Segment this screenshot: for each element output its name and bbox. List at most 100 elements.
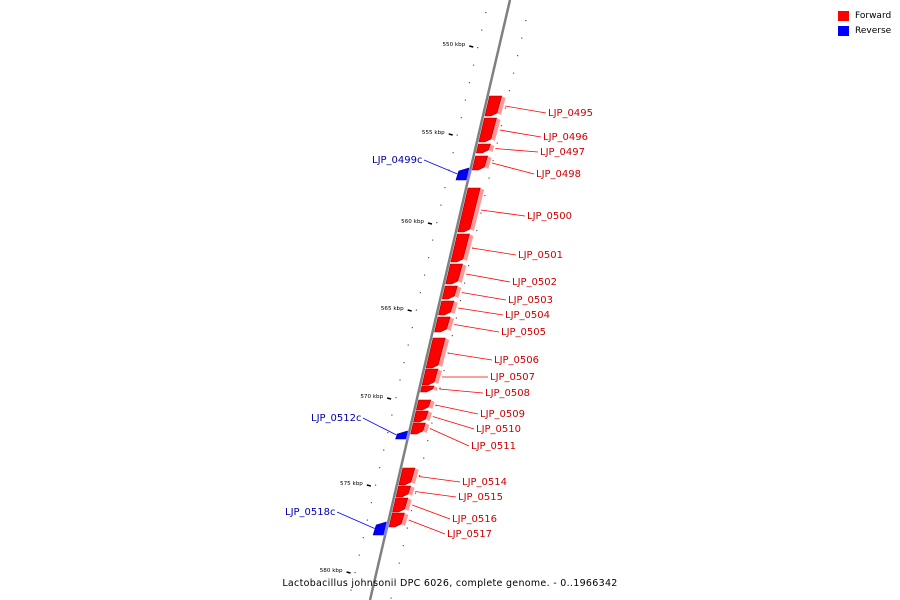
minor-tick: [452, 152, 454, 154]
minor-tick: [463, 282, 466, 284]
minor-tick: [451, 335, 453, 337]
gene-shade: [410, 468, 419, 484]
gene-ljp_0509[interactable]: LJP_0509: [415, 399, 525, 420]
gene-ljp_0497[interactable]: LJP_0497: [475, 143, 585, 158]
legend-label-forward: Forward: [855, 10, 892, 21]
minor-tick: [407, 344, 409, 346]
gene-label[interactable]: LJP_0512c: [311, 413, 362, 424]
gene-ljp_0517[interactable]: LJP_0517: [388, 512, 492, 540]
gene-leader-line: [480, 209, 526, 217]
gene-shade: [466, 168, 472, 181]
gene-ljp_0512c[interactable]: LJP_0512c: [311, 413, 411, 440]
minor-tick: [395, 397, 397, 399]
gene-arrow: [420, 385, 435, 393]
gene-leader-line: [408, 519, 446, 535]
gene-ljp_0503[interactable]: LJP_0503: [441, 285, 553, 306]
minor-tick: [468, 82, 471, 84]
scale-tick-label: 560 kbp: [401, 219, 424, 225]
gene-label[interactable]: LJP_0498: [536, 169, 581, 180]
gene-ljp_0511[interactable]: LJP_0511: [410, 422, 516, 452]
gene-leader-line: [418, 476, 461, 483]
minor-tick: [472, 64, 475, 66]
gene-ljp_0498[interactable]: LJP_0498: [471, 155, 581, 180]
gene-ljp_0518c[interactable]: LJP_0518c: [285, 507, 390, 536]
minor-tick: [455, 317, 457, 319]
backbone-ticks: [350, 12, 527, 599]
gene-label[interactable]: LJP_0499c: [372, 155, 423, 166]
scale-tick-label: 580 kbp: [320, 568, 343, 574]
minor-tick: [512, 72, 515, 74]
gene-label[interactable]: LJP_0510: [476, 424, 521, 435]
gene-ljp_0505[interactable]: LJP_0505: [434, 316, 546, 338]
gene-ljp_0504[interactable]: LJP_0504: [438, 300, 551, 321]
minor-tick: [477, 47, 479, 49]
gene-label[interactable]: LJP_0504: [505, 310, 550, 321]
gene-arrow: [415, 399, 432, 411]
gene-label[interactable]: LJP_0503: [508, 295, 553, 306]
minor-tick: [459, 300, 462, 302]
gene-ljp_0514[interactable]: LJP_0514: [398, 467, 507, 488]
scale-tick-mark: [366, 484, 372, 487]
gene-label[interactable]: LJP_0514: [462, 477, 507, 488]
gene-ljp_0499c[interactable]: LJP_0499c: [372, 155, 472, 181]
gene-label[interactable]: LJP_0495: [548, 108, 593, 119]
gene-label[interactable]: LJP_0517: [447, 529, 492, 540]
minor-tick: [439, 387, 441, 389]
gene-label[interactable]: LJP_0518c: [285, 507, 336, 518]
gene-label[interactable]: LJP_0509: [480, 409, 525, 420]
minor-tick: [411, 327, 413, 329]
scale-tick-label: 555 kbp: [422, 130, 445, 136]
gene-arrow: [438, 300, 455, 316]
gene-label[interactable]: LJP_0516: [452, 514, 497, 525]
gene-leader-line: [454, 324, 500, 333]
gene-ljp_0506[interactable]: LJP_0506: [425, 337, 539, 369]
gene-arrow: [478, 117, 497, 143]
scale-ticks: 550 kbp 555 kbp 560 kbp 565 kbp 570 kbp 575 k…: [320, 42, 474, 574]
gene-label[interactable]: LJP_0508: [485, 388, 530, 399]
gene-ljp_0516[interactable]: LJP_0516: [392, 497, 497, 525]
minor-tick: [379, 467, 381, 469]
gene-label[interactable]: LJP_0502: [512, 277, 557, 288]
gene-label[interactable]: LJP_0511: [471, 441, 516, 452]
minor-tick: [460, 117, 462, 119]
minor-tick: [525, 20, 527, 22]
forward-swatch: [838, 10, 849, 21]
minor-tick: [485, 12, 487, 14]
minor-tick: [402, 545, 404, 547]
gene-arrow: [455, 167, 470, 181]
gene-label[interactable]: LJP_0507: [490, 372, 535, 383]
legend-item-forward: Forward: [838, 8, 891, 23]
gene-leader-line: [415, 491, 457, 498]
minor-tick: [358, 554, 360, 556]
gene-ljp_0510[interactable]: LJP_0510: [413, 410, 521, 435]
gene-ljp_0508[interactable]: LJP_0508: [420, 385, 530, 399]
gene-shade: [490, 118, 501, 141]
gene-arrow: [392, 497, 409, 513]
gene-ljp_0496[interactable]: LJP_0496: [478, 117, 588, 143]
gene-leader-line: [458, 307, 504, 316]
gene-label[interactable]: LJP_0496: [543, 132, 588, 143]
minor-tick: [492, 160, 494, 162]
scale-tick-mark: [346, 571, 351, 574]
gene-shade: [450, 301, 458, 314]
gene-ljp_0507[interactable]: LJP_0507: [421, 368, 535, 386]
gene-ljp_0501[interactable]: LJP_0501: [450, 233, 563, 263]
gene-ljp_0515[interactable]: LJP_0515: [395, 485, 503, 503]
gene-label[interactable]: LJP_0505: [501, 327, 546, 338]
gene-shade: [496, 96, 506, 115]
gene-label[interactable]: LJP_0506: [494, 355, 539, 366]
minor-tick: [468, 265, 470, 267]
gene-shade: [446, 317, 455, 331]
gene-ljp_0500[interactable]: LJP_0500: [457, 187, 572, 233]
legend-item-reverse: Reverse: [838, 23, 891, 38]
minor-tick: [427, 440, 429, 442]
gene-label[interactable]: LJP_0497: [540, 147, 585, 158]
gene-arrow: [372, 521, 387, 536]
gene-ljp_0502[interactable]: LJP_0502: [445, 263, 557, 288]
gene-label[interactable]: LJP_0515: [458, 492, 503, 503]
gene-ljp_0495[interactable]: LJP_0495: [484, 95, 593, 119]
gene-label[interactable]: LJP_0501: [518, 250, 563, 261]
minor-tick: [398, 562, 400, 564]
gene-label[interactable]: LJP_0500: [527, 211, 572, 222]
